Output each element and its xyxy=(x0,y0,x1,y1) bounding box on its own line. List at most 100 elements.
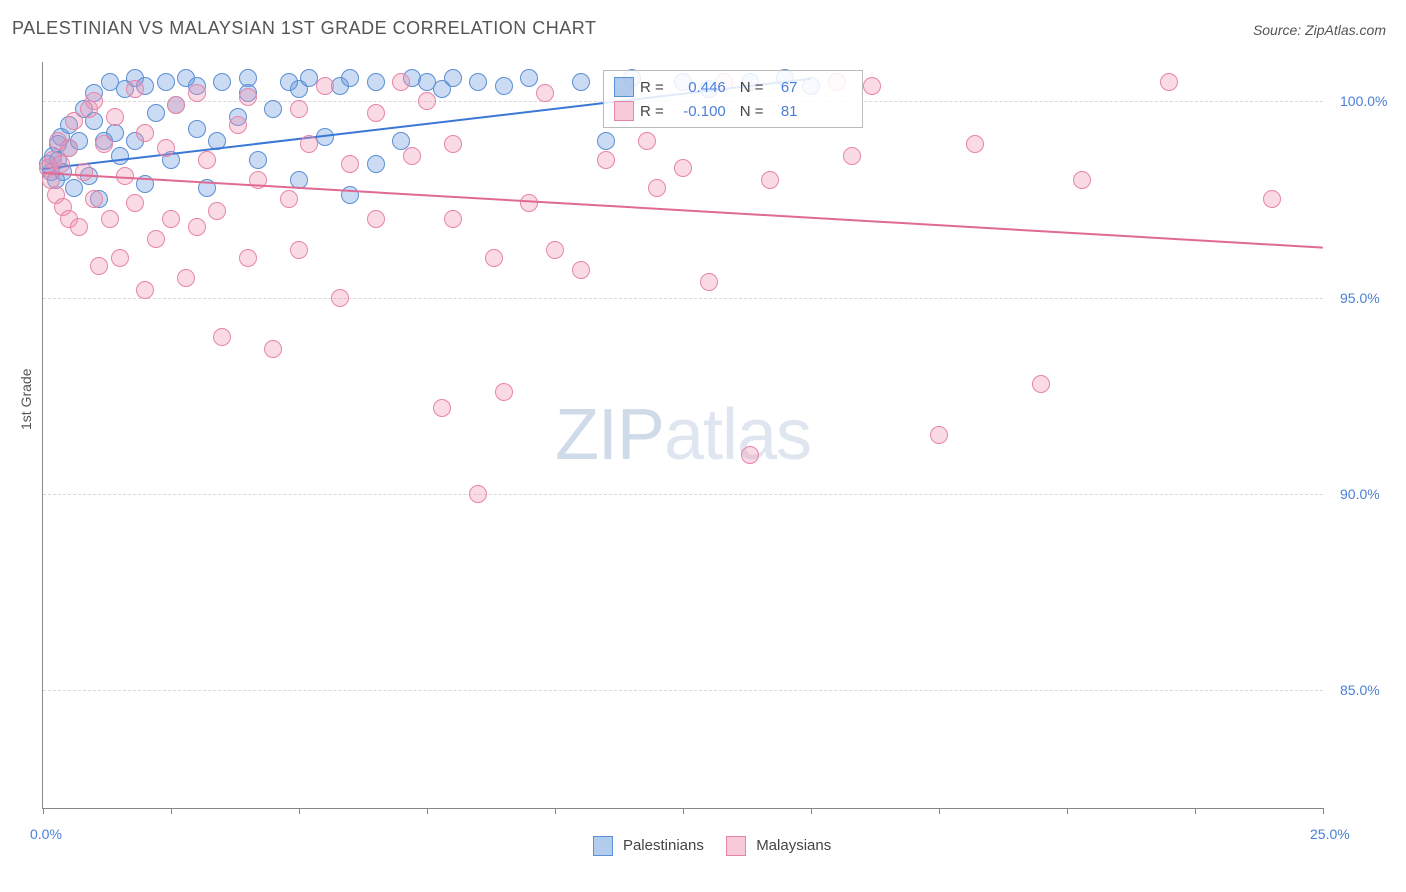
data-point xyxy=(392,73,410,91)
gridline xyxy=(43,690,1323,691)
n-label: N = xyxy=(740,79,764,96)
data-point xyxy=(208,202,226,220)
data-point xyxy=(239,88,257,106)
data-point xyxy=(106,108,124,126)
data-point xyxy=(341,69,359,87)
data-point xyxy=(65,112,83,130)
data-point xyxy=(843,147,861,165)
data-point xyxy=(367,73,385,91)
data-point xyxy=(52,155,70,173)
data-point xyxy=(367,155,385,173)
data-point xyxy=(597,132,615,150)
y-tick-label: 100.0% xyxy=(1340,93,1387,109)
y-tick-label: 85.0% xyxy=(1340,682,1380,698)
data-point xyxy=(741,446,759,464)
r-label: R = xyxy=(640,79,664,96)
data-point xyxy=(444,69,462,87)
data-point xyxy=(700,273,718,291)
data-point xyxy=(469,485,487,503)
legend-swatch-palestinians xyxy=(593,836,613,856)
legend-label-palestinians: Palestinians xyxy=(623,837,704,854)
x-tick xyxy=(555,808,556,814)
data-point xyxy=(444,135,462,153)
trend-line xyxy=(43,172,1323,249)
x-tick-label: 0.0% xyxy=(30,826,62,842)
data-point xyxy=(111,147,129,165)
data-point xyxy=(597,151,615,169)
data-point xyxy=(111,249,129,267)
r-value: 0.446 xyxy=(670,79,726,96)
data-point xyxy=(147,104,165,122)
data-point xyxy=(648,179,666,197)
data-point xyxy=(264,100,282,118)
data-point xyxy=(177,269,195,287)
data-point xyxy=(126,80,144,98)
data-point xyxy=(331,289,349,307)
data-point xyxy=(495,77,513,95)
data-point xyxy=(761,171,779,189)
data-point xyxy=(966,135,984,153)
data-point xyxy=(536,84,554,102)
data-point xyxy=(280,190,298,208)
data-point xyxy=(520,194,538,212)
y-tick-label: 95.0% xyxy=(1340,290,1380,306)
n-value: 67 xyxy=(770,79,798,96)
data-point xyxy=(75,163,93,181)
stats-legend: R =0.446N =67R =-0.100N =81 xyxy=(603,70,863,128)
chart-title: PALESTINIAN VS MALAYSIAN 1ST GRADE CORRE… xyxy=(12,18,596,39)
data-point xyxy=(239,249,257,267)
data-point xyxy=(418,92,436,110)
data-point xyxy=(70,218,88,236)
data-point xyxy=(444,210,462,228)
data-point xyxy=(403,147,421,165)
stats-row: R =-0.100N =81 xyxy=(614,99,852,123)
data-point xyxy=(495,383,513,401)
data-point xyxy=(316,77,334,95)
r-label: R = xyxy=(640,103,664,120)
data-point xyxy=(95,135,113,153)
data-point xyxy=(188,84,206,102)
watermark: ZIPatlas xyxy=(555,394,811,476)
data-point xyxy=(290,100,308,118)
data-point xyxy=(157,139,175,157)
data-point xyxy=(188,218,206,236)
data-point xyxy=(1263,190,1281,208)
data-point xyxy=(1073,171,1091,189)
x-tick xyxy=(299,808,300,814)
data-point xyxy=(290,241,308,259)
swatch-icon xyxy=(614,77,634,97)
x-tick-label: 25.0% xyxy=(1310,826,1350,842)
data-point xyxy=(188,120,206,138)
data-point xyxy=(674,159,692,177)
data-point xyxy=(367,210,385,228)
data-point xyxy=(638,132,656,150)
data-point xyxy=(213,328,231,346)
data-point xyxy=(147,230,165,248)
data-point xyxy=(469,73,487,91)
r-value: -0.100 xyxy=(670,103,726,120)
data-point xyxy=(1160,73,1178,91)
data-point xyxy=(229,116,247,134)
data-point xyxy=(65,179,83,197)
y-axis-label: 1st Grade xyxy=(18,369,34,430)
data-point xyxy=(1032,375,1050,393)
y-tick-label: 90.0% xyxy=(1340,486,1380,502)
stats-row: R = 0.446 N = 67 xyxy=(614,75,852,99)
data-point xyxy=(863,77,881,95)
data-point xyxy=(90,257,108,275)
data-point xyxy=(264,340,282,358)
x-tick xyxy=(683,808,684,814)
data-point xyxy=(85,190,103,208)
data-point xyxy=(367,104,385,122)
x-tick xyxy=(1323,808,1324,814)
n-label: N = xyxy=(740,103,764,120)
data-point xyxy=(162,210,180,228)
data-point xyxy=(85,92,103,110)
x-tick xyxy=(427,808,428,814)
data-point xyxy=(60,139,78,157)
source-attribution: Source: ZipAtlas.com xyxy=(1253,22,1386,38)
data-point xyxy=(572,261,590,279)
data-point xyxy=(167,96,185,114)
x-tick xyxy=(1195,808,1196,814)
data-point xyxy=(249,151,267,169)
